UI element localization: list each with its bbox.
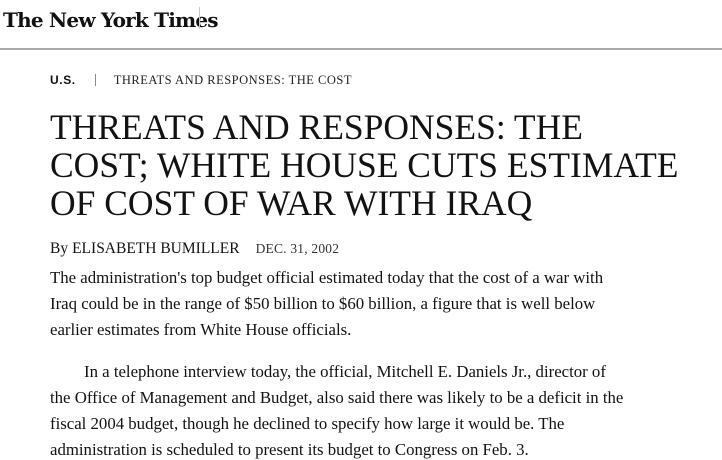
author-link[interactable]: ELISABETH BUMILLER <box>72 240 240 257</box>
publish-date: DEC. 31, 2002 <box>255 241 340 256</box>
byline-prefix: By <box>50 240 69 257</box>
article-headline: THREATS AND RESPONSES: THE COST; WHITE H… <box>50 108 722 222</box>
paragraph-line: Iraq could be in the range of $50 billio… <box>50 294 596 313</box>
kicker: U.S. THREATS AND RESPONSES: THE COST <box>50 72 352 88</box>
paragraph-line: The administration's top budget official… <box>50 268 604 287</box>
series-label: THREATS AND RESPONSES: THE COST <box>113 72 352 87</box>
paragraph-line: In a telephone interview today, the offi… <box>84 362 606 381</box>
masthead-divider <box>199 7 200 29</box>
article-paragraph: In a telephone interview today, the offi… <box>50 359 690 460</box>
headline-line: OF COST OF WAR WITH IRAQ <box>50 183 533 223</box>
nyt-logo[interactable]: The New York Times <box>3 8 219 32</box>
paragraph-line: earlier estimates from White House offic… <box>50 320 352 339</box>
section-link-us[interactable]: U.S. <box>50 73 76 87</box>
byline: By ELISABETH BUMILLER DEC. 31, 2002 <box>50 240 339 258</box>
headline-line: COST; WHITE HOUSE CUTS ESTIMATE <box>50 145 679 185</box>
headline-line: THREATS AND RESPONSES: THE <box>50 107 583 147</box>
paragraph-line: administration is scheduled to present i… <box>50 440 529 459</box>
masthead: The New York Times <box>0 0 722 50</box>
paragraph-line: fiscal 2004 budget, though he declined t… <box>50 414 565 433</box>
kicker-separator <box>94 74 96 86</box>
article-paragraph: The administration's top budget official… <box>50 265 690 343</box>
paragraph-line: the Office of Management and Budget, als… <box>50 388 624 407</box>
